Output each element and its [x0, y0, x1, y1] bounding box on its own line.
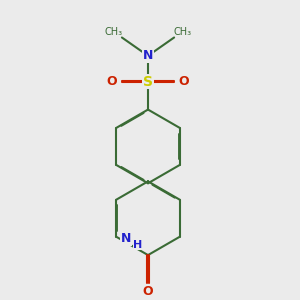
Text: S: S	[143, 75, 153, 89]
Text: N: N	[143, 49, 153, 62]
Text: H: H	[134, 240, 142, 250]
Text: CH₃: CH₃	[173, 26, 191, 37]
Text: N: N	[121, 232, 131, 245]
Text: CH₃: CH₃	[105, 26, 123, 37]
Text: O: O	[107, 75, 118, 88]
Text: O: O	[178, 75, 189, 88]
Text: O: O	[143, 285, 153, 298]
